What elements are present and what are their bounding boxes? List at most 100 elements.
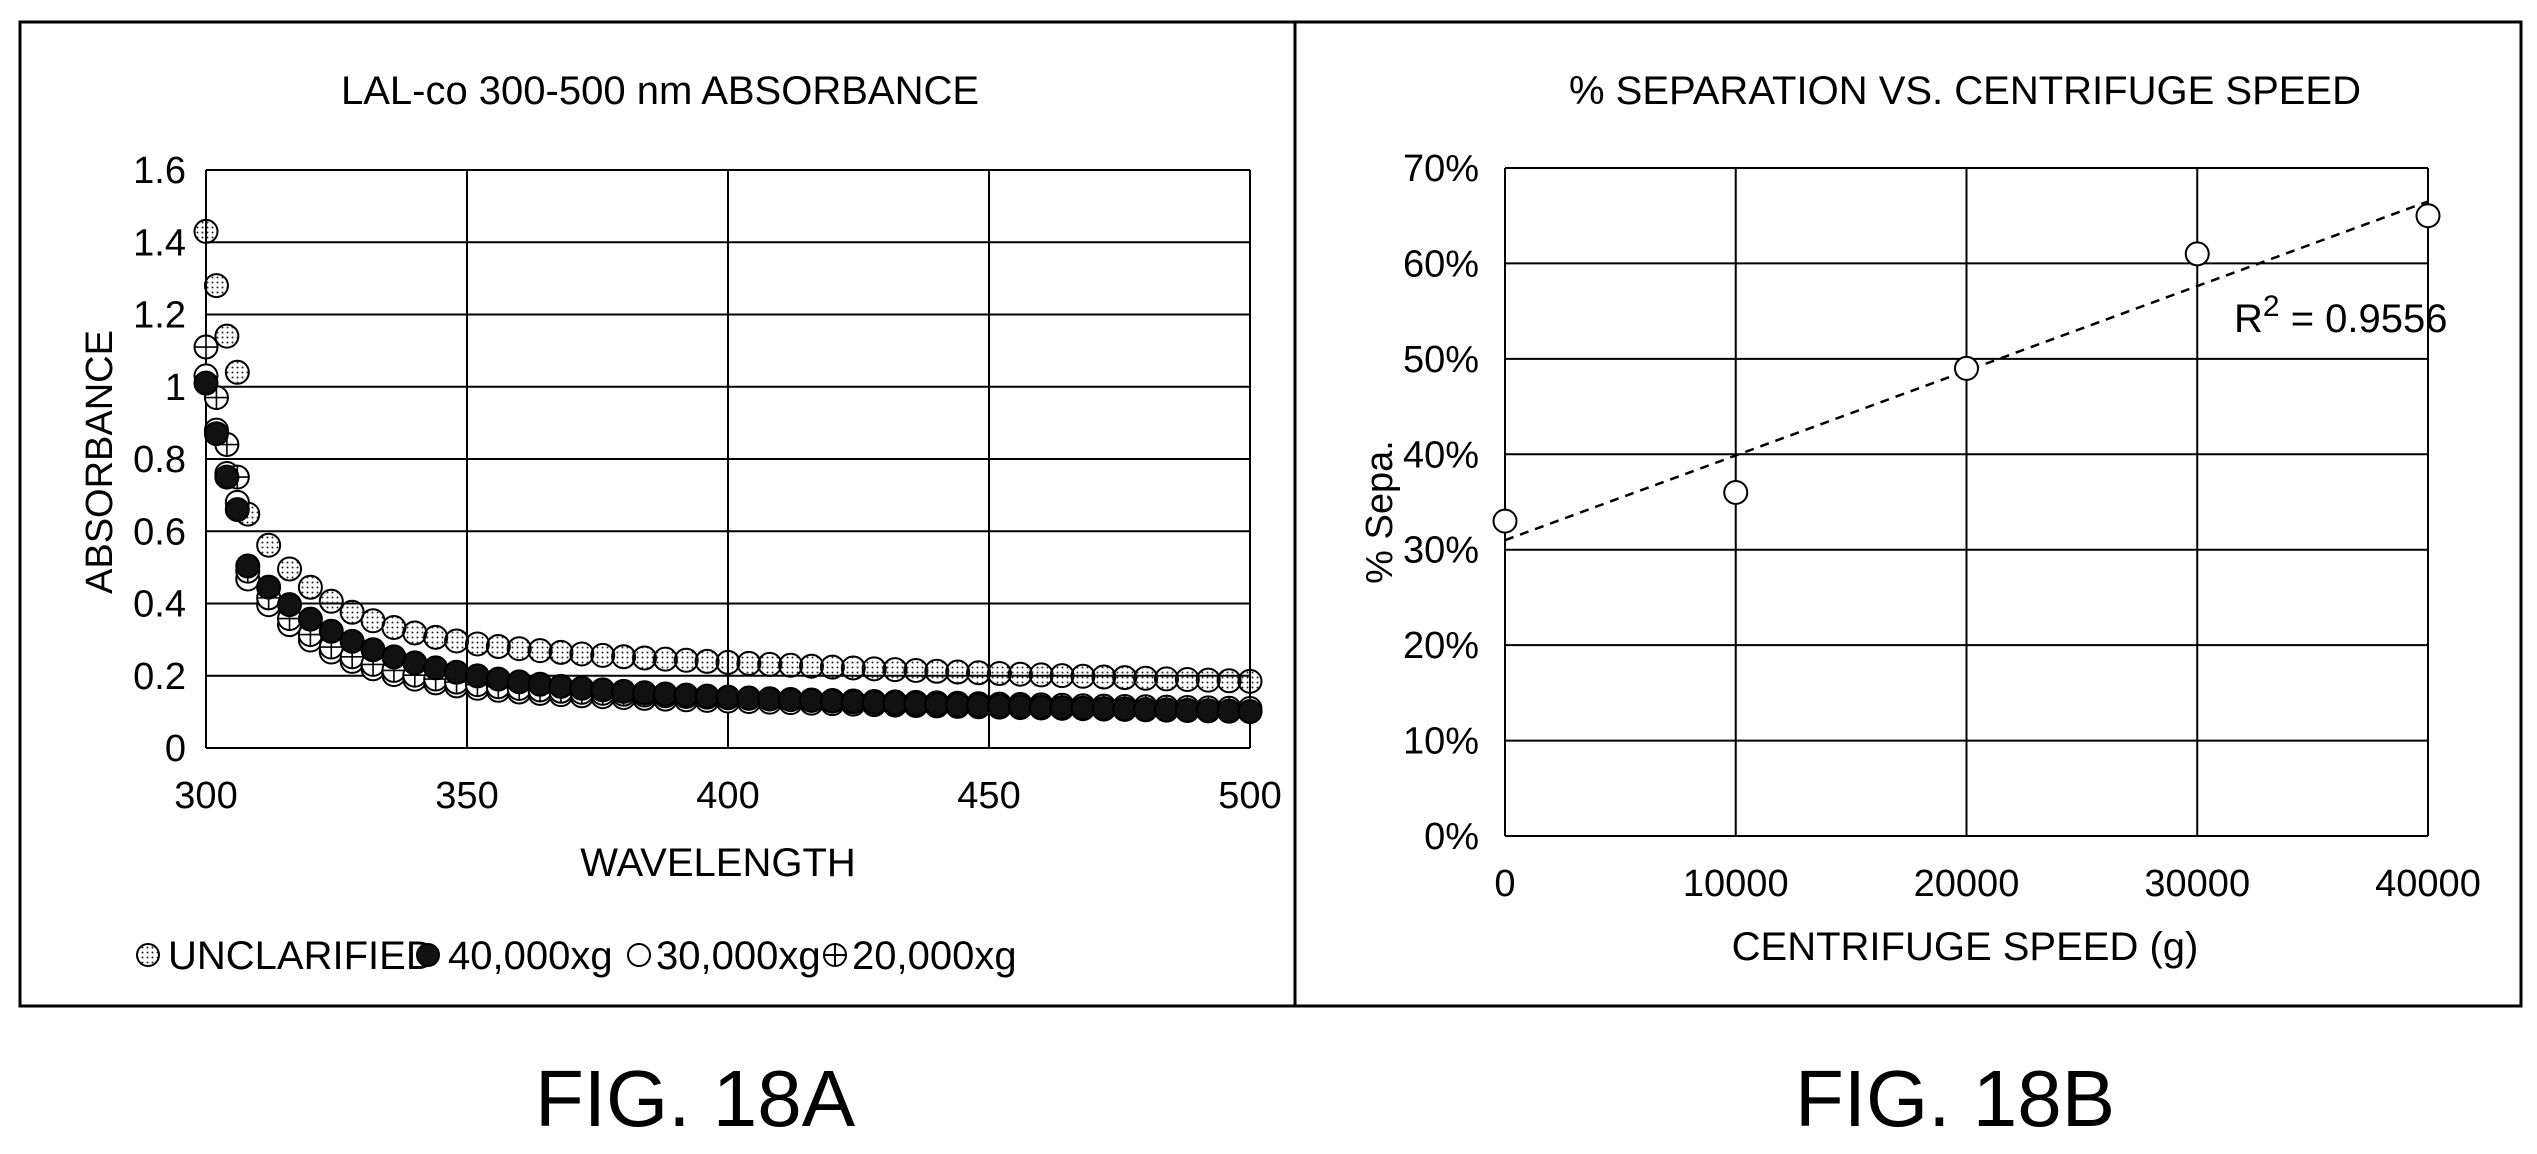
x-tick-label: 10000 bbox=[1683, 863, 1789, 905]
data-point bbox=[778, 687, 804, 713]
data-point bbox=[277, 556, 303, 582]
data-point bbox=[1954, 355, 1979, 381]
chart-b-frame bbox=[1293, 20, 2523, 1008]
data-point bbox=[945, 659, 971, 685]
data-point bbox=[1007, 694, 1033, 720]
data-point bbox=[464, 631, 490, 657]
legend-label-40000xg: 40,000xg bbox=[448, 934, 613, 978]
data-point bbox=[381, 615, 407, 641]
data-point bbox=[464, 663, 490, 689]
data-point bbox=[799, 687, 825, 713]
data-point bbox=[799, 653, 825, 679]
data-point bbox=[2184, 241, 2210, 267]
data-point bbox=[945, 692, 971, 718]
data-point bbox=[631, 645, 657, 671]
data-point bbox=[673, 647, 699, 673]
data-point bbox=[569, 641, 595, 667]
data-point bbox=[924, 658, 950, 684]
chart-a-x-tick-labels: 300 350 400 450 500 bbox=[174, 775, 1281, 817]
data-point bbox=[861, 656, 887, 682]
chart-b-series bbox=[1492, 203, 2441, 534]
data-point bbox=[1216, 698, 1242, 724]
data-point bbox=[1237, 668, 1263, 694]
data-point bbox=[1492, 508, 1518, 534]
data-point bbox=[1153, 666, 1179, 692]
series-40000xg bbox=[193, 370, 1263, 725]
data-point bbox=[214, 323, 240, 349]
data-point bbox=[1070, 663, 1096, 689]
data-point bbox=[1195, 698, 1221, 724]
chart-b-grid bbox=[1504, 167, 2429, 837]
data-point bbox=[882, 690, 908, 716]
data-point bbox=[986, 693, 1012, 719]
data-point bbox=[590, 677, 616, 703]
x-tick-label: 350 bbox=[435, 775, 498, 817]
data-point bbox=[1133, 696, 1159, 722]
chart-b-title: % SEPARATION VS. CENTRIFUGE SPEED bbox=[1569, 69, 2361, 113]
x-tick-label: 40000 bbox=[2375, 863, 2481, 905]
data-point bbox=[527, 638, 553, 664]
data-point bbox=[423, 655, 449, 681]
data-point bbox=[652, 646, 678, 672]
x-tick-label: 500 bbox=[1218, 775, 1281, 817]
y-tick-label: 0.6 bbox=[133, 511, 186, 553]
figure-caption-18a: FIG. 18A bbox=[535, 1054, 856, 1143]
chart-b-r-squared: R2 = 0.9556 bbox=[2234, 290, 2448, 341]
legend-marker-unclarified bbox=[136, 943, 160, 967]
data-point bbox=[423, 624, 449, 650]
data-point bbox=[1070, 695, 1096, 721]
data-point bbox=[840, 655, 866, 681]
x-tick-label: 30000 bbox=[2144, 863, 2250, 905]
data-point bbox=[757, 651, 783, 677]
y-tick-label: 1.4 bbox=[133, 222, 186, 264]
data-point bbox=[1216, 668, 1242, 694]
data-point bbox=[1007, 661, 1033, 687]
legend-marker-30000xg bbox=[627, 943, 651, 967]
data-point bbox=[297, 606, 323, 632]
data-point bbox=[715, 649, 741, 675]
y-tick-label: 70% bbox=[1403, 148, 1479, 190]
data-point bbox=[318, 588, 344, 614]
y-tick-label: 20% bbox=[1403, 625, 1479, 667]
data-point bbox=[2415, 203, 2441, 229]
data-point bbox=[193, 218, 219, 244]
data-point bbox=[736, 685, 762, 711]
data-point bbox=[882, 657, 908, 683]
legend-marker-40000xg bbox=[416, 943, 440, 967]
data-point bbox=[1195, 667, 1221, 693]
data-point bbox=[256, 532, 282, 558]
data-point bbox=[1153, 697, 1179, 723]
data-point bbox=[381, 644, 407, 670]
data-point bbox=[631, 680, 657, 706]
data-point bbox=[1028, 662, 1054, 688]
y-tick-label: 1 bbox=[165, 367, 186, 409]
x-tick-label: 20000 bbox=[1914, 863, 2020, 905]
data-point bbox=[527, 671, 553, 697]
data-point bbox=[402, 620, 428, 646]
x-tick-label: 0 bbox=[1494, 863, 1515, 905]
y-tick-label: 1.2 bbox=[133, 295, 186, 337]
data-point bbox=[318, 618, 344, 644]
data-point bbox=[924, 691, 950, 717]
data-point bbox=[224, 359, 250, 385]
data-point bbox=[736, 650, 762, 676]
data-point bbox=[506, 669, 532, 695]
data-point bbox=[1133, 665, 1159, 691]
data-point bbox=[819, 654, 845, 680]
data-point bbox=[214, 464, 240, 490]
legend-label-unclarified: UNCLARIFIED bbox=[168, 934, 435, 978]
data-point bbox=[715, 684, 741, 710]
chart-b-trendline bbox=[1504, 200, 2429, 542]
data-point bbox=[506, 636, 532, 662]
data-point bbox=[569, 675, 595, 701]
data-point bbox=[903, 691, 929, 717]
chart-b-x-axis-label: CENTRIFUGE SPEED (g) bbox=[1732, 925, 2199, 969]
chart-a-title: LAL-co 300-500 nm ABSORBANCE bbox=[341, 69, 979, 113]
data-point bbox=[611, 644, 637, 670]
data-point bbox=[224, 497, 250, 523]
data-point bbox=[360, 608, 386, 634]
data-point bbox=[1723, 479, 1749, 505]
data-point bbox=[590, 642, 616, 668]
data-point bbox=[673, 682, 699, 708]
